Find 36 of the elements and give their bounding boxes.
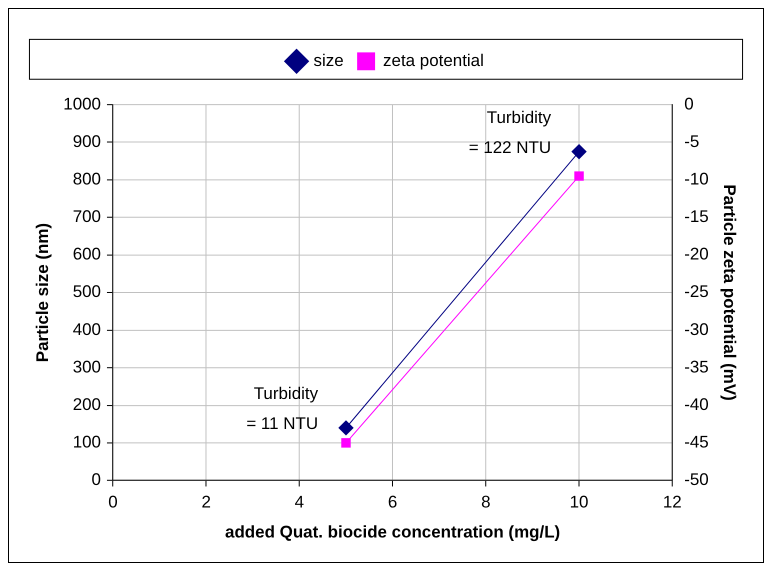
y-tick-label: 300 [72, 357, 101, 376]
y2-axis-title: Particle zeta potential (mV) [720, 184, 740, 401]
y2-tick-label: -40 [684, 395, 709, 414]
y2-tick-label: 0 [684, 94, 694, 114]
y-tick-label: 500 [72, 282, 101, 302]
y-tick-label: 0 [92, 470, 101, 490]
annotation: Turbidity = 122 NTU [468, 108, 552, 157]
y-tick-label: 400 [72, 320, 101, 339]
x-tick-label: 6 [388, 492, 398, 512]
x-tick-label: 8 [481, 492, 491, 512]
x-axis-title: added Quat. biocide concentration (mg/L) [225, 522, 560, 542]
legend-label: size [314, 50, 344, 70]
y2-tick-label: -45 [684, 432, 709, 452]
y-tick-label: 900 [72, 132, 101, 151]
x-tick-label: 12 [662, 492, 682, 512]
x-tick-label: 10 [570, 492, 588, 512]
x-tick-label: 0 [108, 492, 118, 512]
y2-tick-label: -50 [684, 470, 709, 490]
y2-tick-label: -10 [684, 170, 709, 188]
x-tick-label: 4 [294, 492, 304, 512]
y-tick-label: 800 [72, 170, 101, 188]
y2-tick-label: -25 [684, 282, 709, 302]
y2-tick-label: -5 [684, 132, 700, 151]
x-tick-label: 2 [201, 492, 211, 512]
legend-label: zeta potential [383, 50, 484, 70]
y-tick-label: 700 [72, 207, 101, 226]
y2-tick-label: -15 [684, 207, 709, 226]
y-tick-label: 600 [72, 244, 101, 264]
y-tick-label: 100 [72, 432, 101, 452]
annotation: Turbidity = 11 NTU [246, 384, 319, 434]
y2-tick-label: -20 [684, 244, 709, 264]
y-axis-title: Particle size (nm) [32, 222, 52, 362]
y2-tick-label: -35 [684, 357, 709, 376]
y2-tick-label: -30 [684, 320, 709, 339]
y-tick-label: 200 [72, 395, 101, 414]
y-tick-label: 1000 [63, 94, 101, 114]
